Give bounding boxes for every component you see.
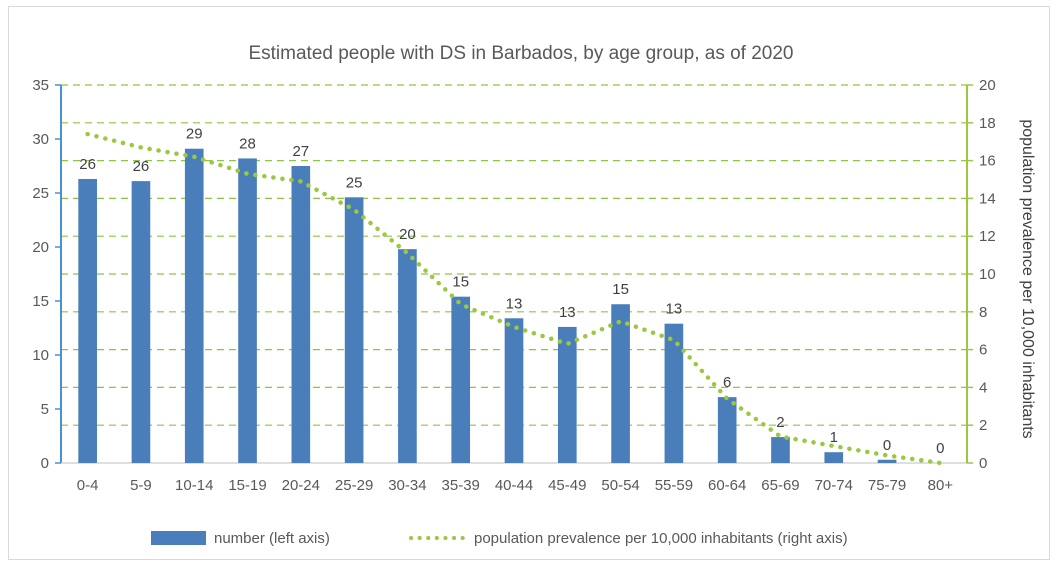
bar <box>504 318 524 463</box>
x-axis-tick-label: 65-69 <box>761 477 799 494</box>
legend: number (left axis) population prevalence… <box>151 530 848 547</box>
x-axis-tick-label: 75-79 <box>868 477 906 494</box>
x-axis-tick-labels: 0-4 5-9 10-14 15-19 20-24 25-29 30-34 35-39 40-4… <box>77 477 954 494</box>
right-axis-tick-label: 18 <box>979 115 996 132</box>
legend-swatch-bars <box>151 531 206 545</box>
x-axis-tick-label: 60-64 <box>708 477 746 494</box>
right-axis-tick-label: 14 <box>979 190 996 207</box>
x-axis-tick-label: 80+ <box>928 477 954 494</box>
x-axis-tick-label: 30-34 <box>388 477 426 494</box>
right-axis-tick-label: 12 <box>979 228 996 245</box>
bar-data-label: 2 <box>776 414 784 431</box>
right-axis: 0 2 4 6 8 10 12 14 16 18 20 <box>966 77 996 472</box>
bar-data-label: 27 <box>292 143 309 160</box>
right-axis-tick-label: 8 <box>979 304 987 321</box>
bar <box>877 459 897 463</box>
x-axis-tick-label: 20-24 <box>282 477 320 494</box>
line-series <box>85 131 943 466</box>
x-axis-tick-label: 25-29 <box>335 477 373 494</box>
left-axis-tick-label: 10 <box>32 347 49 364</box>
x-axis-tick-label: 70-74 <box>815 477 853 494</box>
bar-data-labels: 26 26 29 28 27 25 20 15 13 13 15 13 6 2 1 0 0 <box>79 126 944 457</box>
x-axis-tick-label: 15-19 <box>228 477 266 494</box>
x-axis-tick-label: 55-59 <box>655 477 693 494</box>
legend-label-line: population prevalence per 10,000 inhabit… <box>474 530 848 547</box>
x-axis-tick-label: 0-4 <box>77 477 99 494</box>
bar-data-label: 26 <box>79 156 96 173</box>
bar-data-label: 6 <box>723 374 731 391</box>
left-axis-tick-label: 15 <box>32 293 49 310</box>
right-axis-tick-label: 2 <box>979 417 987 434</box>
bar <box>611 304 630 463</box>
left-axis-tick-label: 30 <box>32 131 49 148</box>
x-axis-tick-label: 5-9 <box>130 477 152 494</box>
bar-data-label: 20 <box>399 226 416 243</box>
right-axis-tick-label: 10 <box>979 266 996 283</box>
bar <box>238 158 257 463</box>
left-axis-tick-label: 5 <box>41 401 49 418</box>
chart: Estimated people with DS in Barbados, by… <box>32 43 1036 547</box>
bar-data-label: 13 <box>506 295 523 312</box>
bar-data-label: 15 <box>612 281 629 298</box>
bar <box>344 197 364 463</box>
right-axis-tick-label: 0 <box>979 455 987 472</box>
bar-data-label: 26 <box>133 158 150 175</box>
bar <box>717 397 737 463</box>
bar <box>131 181 151 463</box>
chart-frame: Estimated people with DS in Barbados, by… <box>8 6 1050 560</box>
x-axis-tick-label: 50-54 <box>601 477 639 494</box>
bar <box>78 178 97 463</box>
bar <box>291 166 311 463</box>
bar <box>451 296 471 463</box>
bar-data-label: 28 <box>239 135 256 152</box>
right-axis-label: population prevalence per 10,000 inhabit… <box>1019 119 1036 438</box>
bar-data-label: 1 <box>830 429 838 446</box>
chart-title: Estimated people with DS in Barbados, by… <box>248 43 793 64</box>
legend-label-bars: number (left axis) <box>214 530 330 547</box>
bar-data-label: 13 <box>559 304 576 321</box>
bar <box>557 326 577 463</box>
left-axis-tick-label: 35 <box>32 77 49 94</box>
right-axis-tick-label: 16 <box>979 153 996 170</box>
bar <box>184 148 204 463</box>
bar-data-label: 13 <box>666 301 683 318</box>
bar-series <box>78 148 897 463</box>
right-axis-tick-label: 6 <box>979 342 987 359</box>
bar <box>771 437 790 463</box>
x-axis-tick-label: 35-39 <box>442 477 480 494</box>
bar-data-label: 29 <box>186 126 203 143</box>
bar-data-label: 25 <box>346 174 363 191</box>
bar <box>398 249 417 463</box>
bar-data-label: 0 <box>883 437 891 454</box>
right-axis-tick-label: 4 <box>979 379 987 396</box>
x-axis-tick-label: 40-44 <box>495 477 533 494</box>
bar-data-label: 15 <box>452 274 469 291</box>
left-axis-tick-label: 0 <box>41 455 49 472</box>
bar-data-label: 0 <box>936 440 944 457</box>
right-axis-tick-label: 20 <box>979 77 996 94</box>
prevalence-line <box>85 131 943 466</box>
bar <box>824 452 844 463</box>
bar <box>664 323 684 463</box>
left-axis-tick-label: 25 <box>32 185 49 202</box>
x-axis-tick-label: 45-49 <box>548 477 586 494</box>
x-axis-tick-label: 10-14 <box>175 477 213 494</box>
left-axis-tick-label: 20 <box>32 239 49 256</box>
